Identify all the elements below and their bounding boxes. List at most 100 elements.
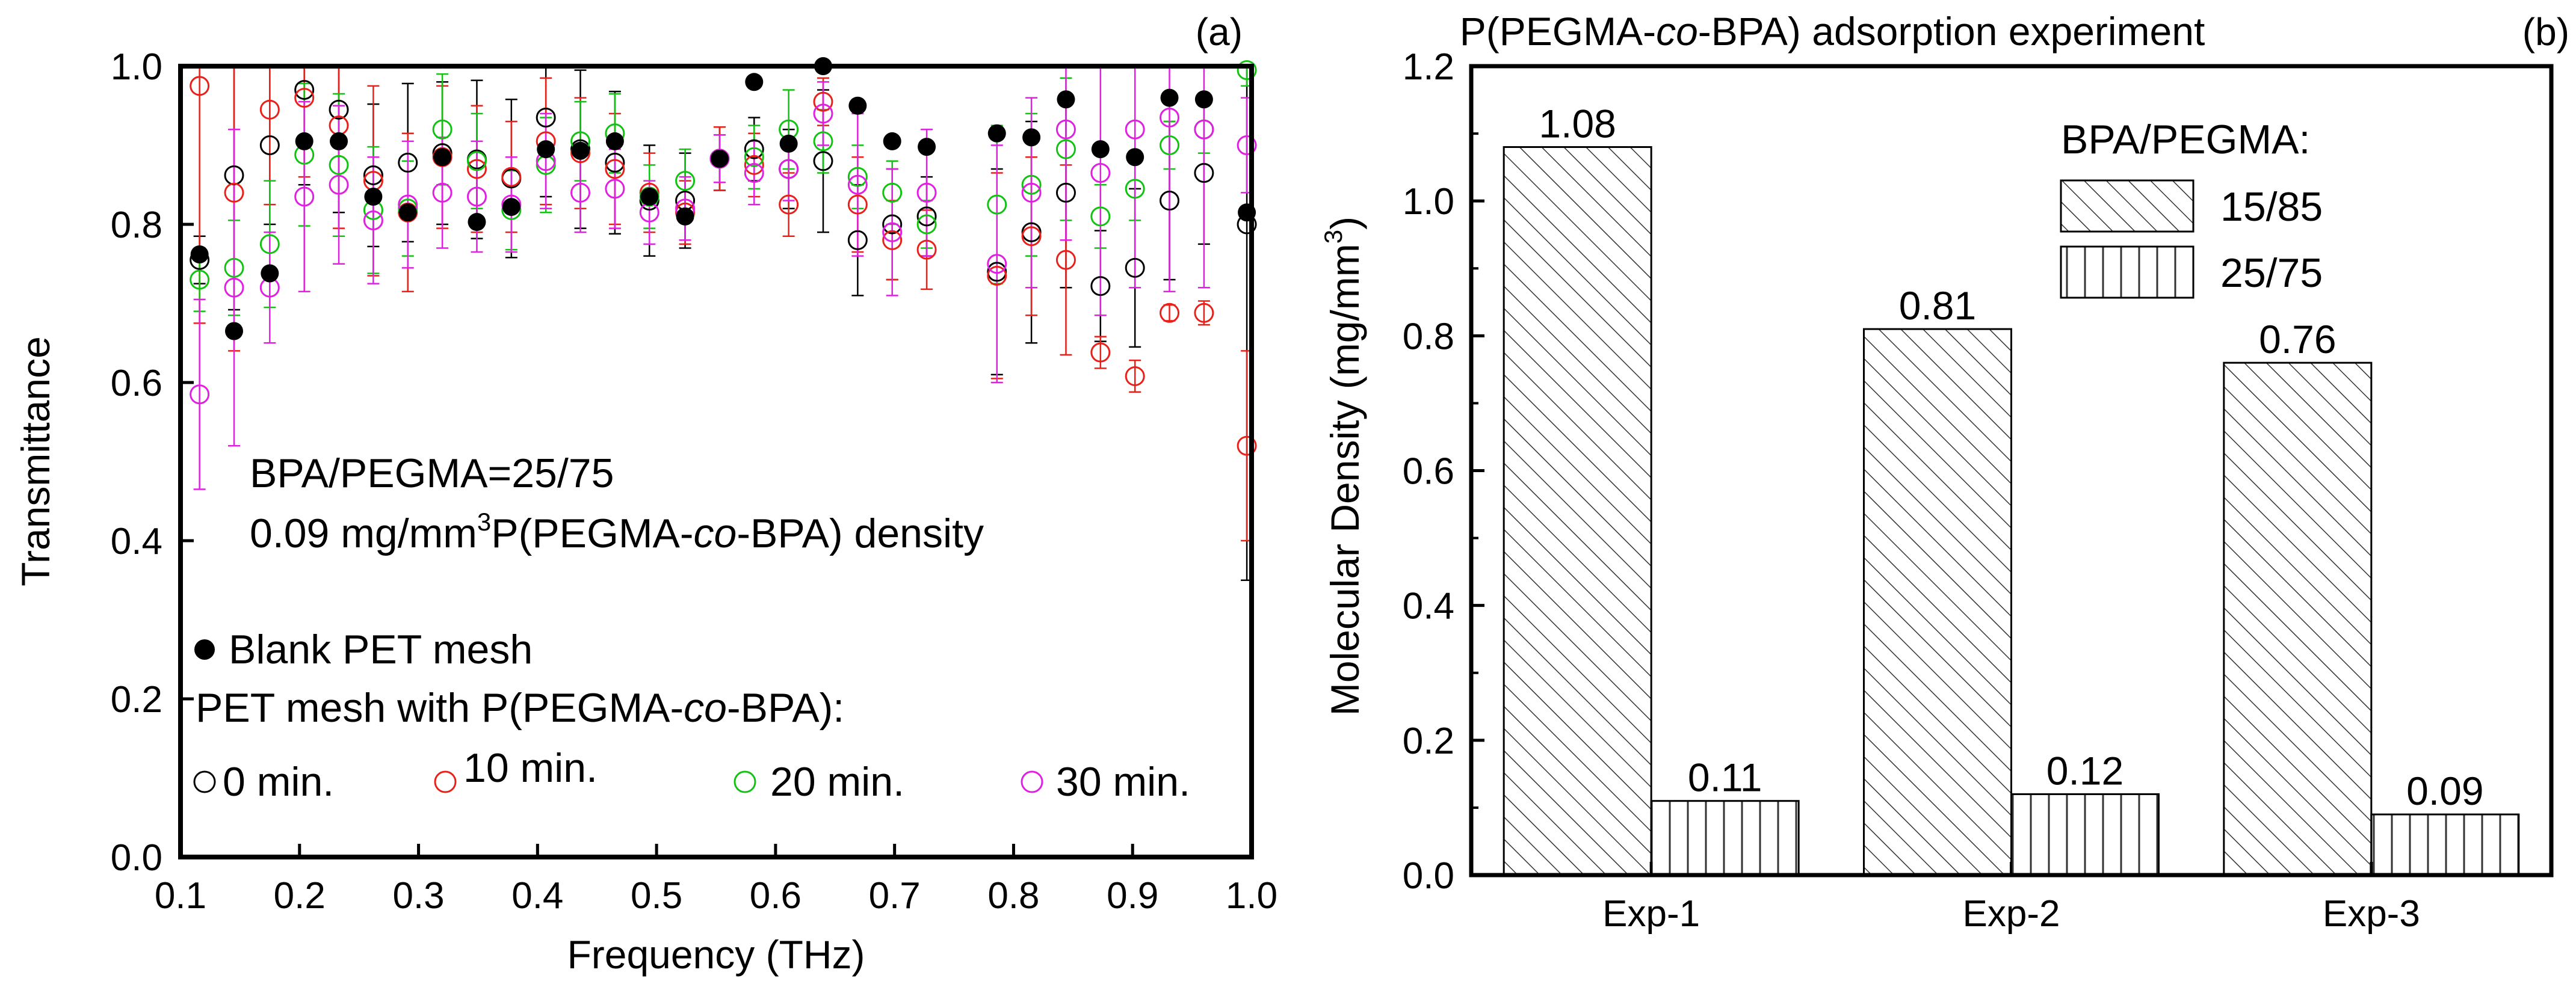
point-30-min-27 <box>1160 107 1180 128</box>
legend-label-20min: 20 min. <box>770 759 904 805</box>
point-blank-pet-mesh-19 <box>848 96 867 115</box>
point-20-min-26 <box>1125 179 1145 199</box>
legend-label-15-85: 15/85 <box>2220 184 2323 230</box>
point-10-min-3 <box>294 88 315 108</box>
a-xtick-label-4: 0.5 <box>631 875 682 917</box>
point-0-min-20 <box>882 214 903 235</box>
point-30-min-18 <box>813 103 833 124</box>
panel-a-plot-frame <box>178 64 1254 859</box>
point-30-min-1 <box>224 277 244 298</box>
b-ytick-label-6: 1.2 <box>1403 46 1454 88</box>
a-ytick-label-1: 0.2 <box>111 679 162 721</box>
panel-b-tag: (b) <box>2522 10 2569 54</box>
point-30-min-0 <box>190 384 210 405</box>
panel-a-annotation-ratio: BPA/PEGMA=25/75 <box>250 450 614 496</box>
point-blank-pet-mesh-17 <box>779 134 798 153</box>
point-20-min-20 <box>882 182 903 203</box>
panel-a-annotation-density: 0.09 mg/mm3P(PEGMA-co-BPA) density <box>250 508 984 556</box>
point-blank-pet-mesh-28 <box>1194 90 1213 109</box>
category-label-exp-2: Exp-2 <box>1963 893 2060 935</box>
point-0-min-27 <box>1160 191 1180 211</box>
a-xtick-label-2: 0.3 <box>392 875 444 917</box>
point-10-min-27 <box>1160 303 1180 323</box>
bar-25-75-exp-1 <box>1650 800 1800 876</box>
point-10-min-17 <box>779 194 799 215</box>
point-10-min-22 <box>987 265 1007 286</box>
point-blank-pet-mesh-22 <box>987 124 1006 143</box>
point-30-min-29 <box>1237 135 1257 155</box>
point-10-min-26 <box>1125 366 1145 386</box>
point-10-min-9 <box>501 167 522 187</box>
point-blank-pet-mesh-15 <box>710 149 729 168</box>
legend-label-0min: 0 min. <box>223 759 334 805</box>
point-blank-pet-mesh-1 <box>225 322 243 340</box>
a-ytick-label-0: 0.0 <box>111 837 162 879</box>
legend-marker-20min <box>734 770 756 793</box>
point-0-min-28 <box>1194 163 1214 183</box>
point-30-min-22 <box>987 254 1007 274</box>
point-20-min-25 <box>1090 206 1111 227</box>
panel-b-legend: BPA/PEGMA: 15/85 25/75 <box>2060 117 2323 299</box>
point-20-min-27 <box>1160 135 1180 155</box>
point-30-min-11 <box>570 182 591 203</box>
point-20-min-22 <box>987 194 1007 215</box>
legend-label-30min: 30 min. <box>1056 759 1190 805</box>
bar-value-label-15-85-exp-1: 1.08 <box>1539 102 1616 146</box>
a-xtick-label-8: 0.9 <box>1107 875 1158 917</box>
b-ytick-label-5: 1.0 <box>1403 181 1454 223</box>
point-30-min-4 <box>329 174 349 195</box>
category-label-exp-1: Exp-1 <box>1602 893 1700 935</box>
point-0-min-25 <box>1090 276 1111 297</box>
panel-a-transmittance-chart: 0.1 0.2 0.3 0.4 0.5 0.6 0.7 0.8 0.9 1.0 0.0 0.2 0.4 0… <box>13 10 1277 977</box>
bar-15-85-exp-1 <box>1503 146 1652 876</box>
point-0-min-18 <box>813 151 833 171</box>
point-blank-pet-mesh-23 <box>1022 128 1041 147</box>
legend-marker-0min <box>193 770 216 793</box>
point-10-min-0 <box>190 76 210 96</box>
legend-header-coated: PET mesh with P(PEGMA-co-BPA): <box>196 685 844 731</box>
panel-a-y-axis-label: Transmittance <box>13 336 58 586</box>
point-0-min-12 <box>605 152 625 173</box>
point-blank-pet-mesh-26 <box>1126 148 1144 167</box>
point-10-min-28 <box>1194 303 1214 323</box>
point-blank-pet-mesh-4 <box>330 132 348 150</box>
a-ytick-label-2: 0.4 <box>111 521 162 562</box>
b-ytick-label-4: 0.8 <box>1403 316 1454 357</box>
point-20-min-0 <box>190 269 210 290</box>
point-30-min-21 <box>916 182 937 203</box>
point-0-min-4 <box>329 99 349 120</box>
point-20-min-21 <box>916 214 937 235</box>
point-20-min-2 <box>259 234 280 254</box>
panel-a-ticks: 0.1 0.2 0.3 0.4 0.5 0.6 0.7 0.8 0.9 1.0 0.0 0.2 0.4 0… <box>111 46 1277 917</box>
point-0-min-3 <box>294 79 315 100</box>
point-30-min-16 <box>744 163 764 183</box>
panel-b-y-axis-label: Molecular Density (mg/mm3) <box>1319 217 1367 716</box>
point-20-min-1 <box>224 257 244 278</box>
point-0-min-24 <box>1055 182 1076 203</box>
legend-label-blank: Blank PET mesh <box>229 627 533 672</box>
point-blank-pet-mesh-10 <box>537 140 555 159</box>
category-label-exp-3: Exp-3 <box>2323 893 2420 935</box>
bar-25-75-exp-3 <box>2370 813 2520 876</box>
point-20-min-19 <box>847 167 868 187</box>
point-blank-pet-mesh-9 <box>502 198 520 217</box>
point-blank-pet-mesh-27 <box>1160 88 1179 107</box>
panel-a-tag: (a) <box>1196 10 1243 54</box>
point-blank-pet-mesh-0 <box>190 245 209 263</box>
point-0-min-6 <box>398 152 418 173</box>
point-blank-pet-mesh-6 <box>398 203 417 222</box>
point-0-min-21 <box>916 206 937 227</box>
a-ytick-label-3: 0.6 <box>111 363 162 404</box>
point-30-min-20 <box>882 222 903 242</box>
legend-swatch-15-85 <box>2060 179 2195 233</box>
legend-marker-10min <box>434 770 457 793</box>
bar-25-75-exp-2 <box>2010 793 2160 876</box>
panel-b-bars: 1.08 0.11 0.81 0.12 0.76 0.09 <box>1503 102 2520 876</box>
legend-label-25-75: 25/75 <box>2220 250 2323 296</box>
panel-b-title: P(PEGMA-co-BPA) adsorption experiment <box>1460 9 2205 54</box>
point-20-min-4 <box>329 155 349 175</box>
panel-b-plot-frame <box>1469 64 2554 877</box>
point-20-min-29 <box>1237 60 1257 81</box>
point-0-min-16 <box>744 139 764 159</box>
